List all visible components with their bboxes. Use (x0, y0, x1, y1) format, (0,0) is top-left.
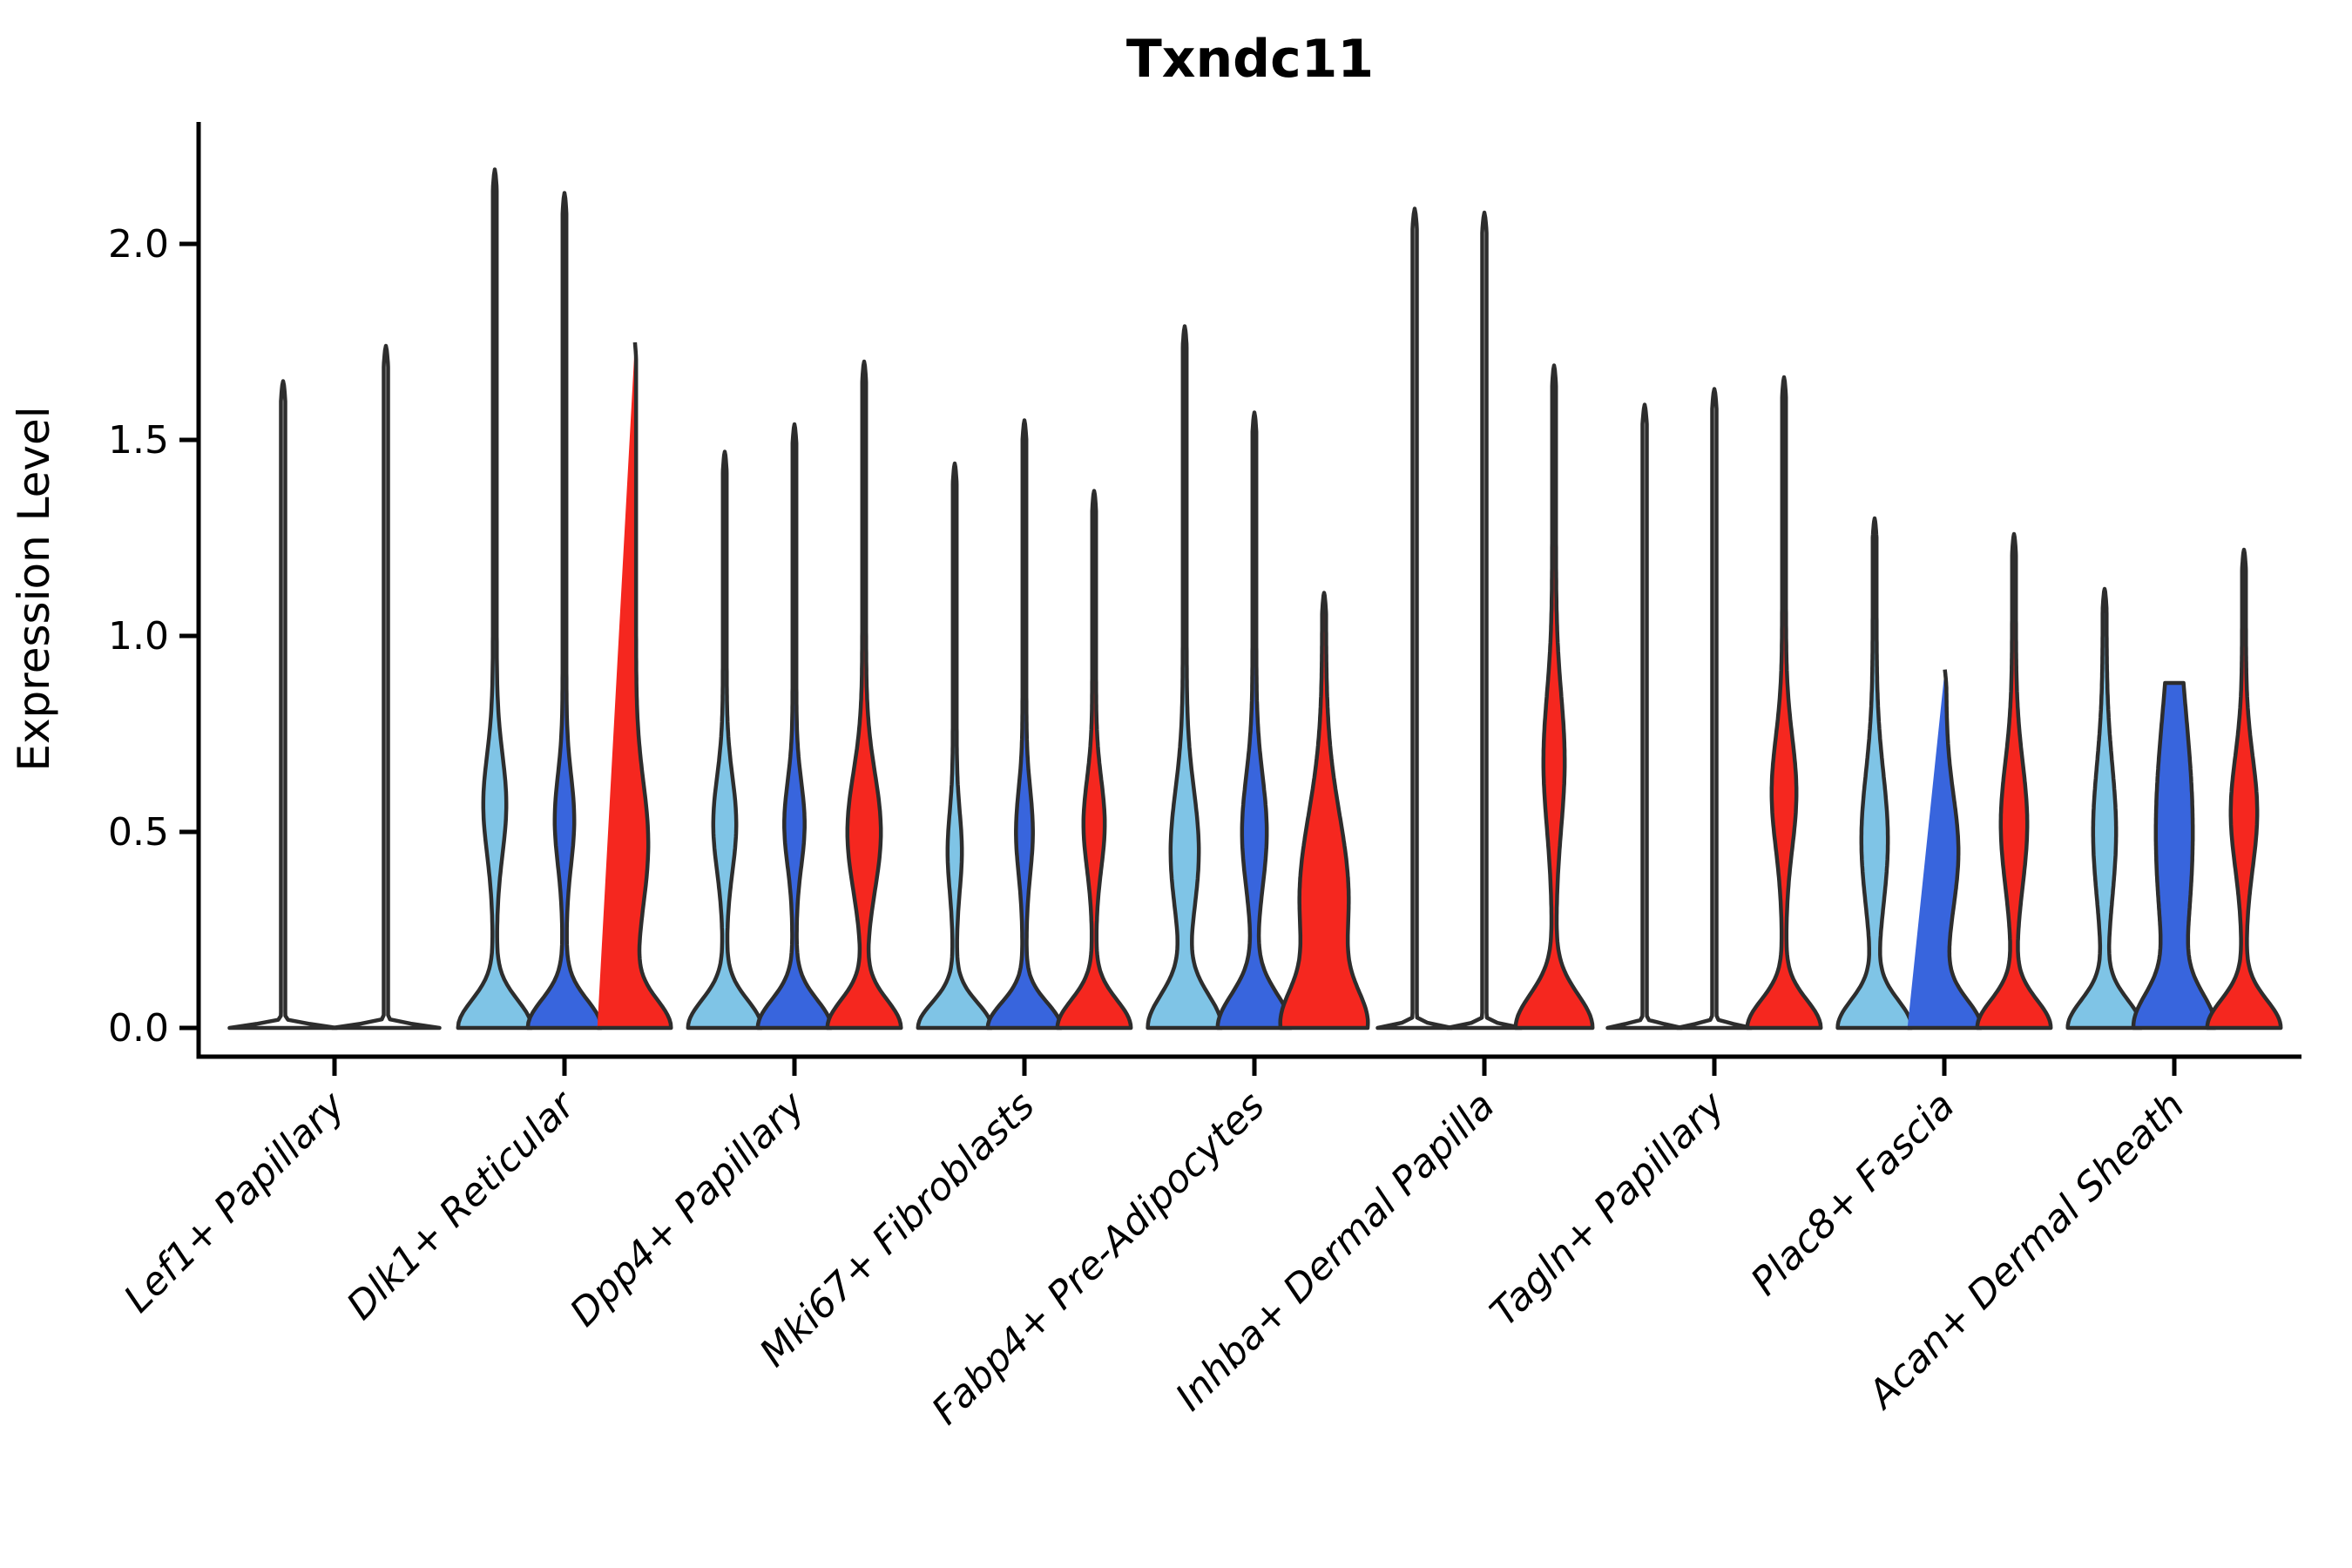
violin-inhba-none (1375, 206, 1454, 1031)
violin-fabp4-light_blue (1146, 324, 1224, 1031)
violins-layer (227, 167, 2283, 1031)
violin-dlk1-red (597, 341, 673, 1031)
violin-inhba-none (1445, 210, 1524, 1031)
violin-fabp4-red (1278, 591, 1370, 1031)
violin-acan-red (2205, 547, 2283, 1031)
violin-plac8-light_blue (1835, 516, 1914, 1031)
violin-inhba-red (1513, 363, 1595, 1031)
violin-dlk1-dark_blue (525, 191, 604, 1031)
violin-mki67-red (1055, 489, 1133, 1031)
violin-acan-light_blue (2065, 586, 2144, 1031)
violin-tagln-red (1745, 375, 1823, 1031)
chart-title: Txndc11 (1126, 29, 1374, 90)
violin-tagln-none (1605, 402, 1684, 1031)
violin-tagln-none (1675, 387, 1754, 1031)
violin-fabp4-dark_blue (1215, 410, 1294, 1031)
violin-dpp4-light_blue (686, 449, 764, 1031)
violin-lef1-none (330, 343, 442, 1031)
violin-mki67-light_blue (916, 461, 994, 1031)
y-tick-label-2.0: 2.0 (108, 222, 169, 267)
y-tick-label-0.5: 0.5 (108, 810, 169, 855)
violin-plac8-dark_blue (1907, 669, 1984, 1031)
violin-dlk1-light_blue (456, 167, 534, 1031)
y-axis-label: Expression Level (9, 406, 59, 771)
violin-dpp4-red (825, 359, 903, 1031)
violin-plac8-red (1975, 531, 2053, 1031)
violin-lef1-none (227, 379, 339, 1031)
violin-acan-dark_blue (2131, 680, 2218, 1031)
y-tick-label-0.0: 0.0 (108, 1006, 169, 1051)
y-tick-label-1.5: 1.5 (108, 418, 169, 463)
y-tick-label-1.0: 1.0 (108, 614, 169, 659)
violin-dpp4-dark_blue (755, 422, 834, 1031)
violin-mki67-dark_blue (985, 418, 1064, 1031)
